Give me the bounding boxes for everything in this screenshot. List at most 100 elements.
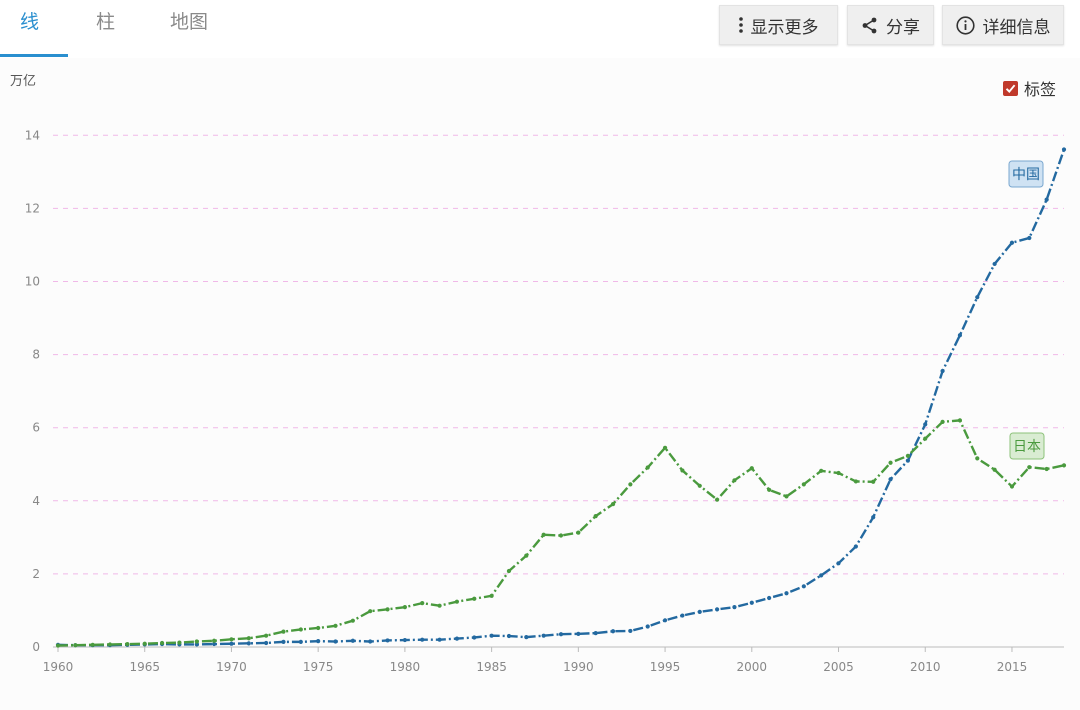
data-point — [1061, 147, 1067, 152]
data-point — [784, 591, 789, 596]
series-tag-box — [1008, 160, 1044, 188]
data-point — [836, 470, 841, 476]
data-point — [593, 514, 598, 519]
data-point — [576, 631, 581, 636]
data-point — [368, 609, 373, 614]
data-point — [905, 458, 910, 463]
data-point — [645, 624, 650, 629]
data-point — [316, 625, 321, 631]
data-point — [662, 618, 668, 623]
data-point — [888, 460, 893, 465]
data-point — [923, 436, 928, 441]
data-point — [767, 595, 772, 601]
data-point — [298, 639, 303, 644]
data-point — [888, 477, 893, 482]
y-tick-label: 6 — [32, 421, 40, 435]
data-point — [749, 600, 754, 605]
y-tick-label: 10 — [25, 274, 40, 288]
data-point — [784, 494, 789, 499]
data-point — [836, 561, 841, 566]
data-point — [385, 638, 390, 643]
x-tick-label: 1995 — [650, 660, 681, 674]
data-point — [281, 629, 286, 634]
data-point — [610, 501, 616, 507]
info-icon — [955, 15, 975, 35]
data-point — [368, 639, 373, 644]
x-tick-label: 1975 — [303, 660, 334, 674]
labels-checkbox[interactable] — [1002, 80, 1018, 96]
tab-line[interactable]: 线 — [20, 11, 40, 33]
data-point — [923, 422, 928, 427]
data-point — [541, 633, 546, 638]
data-point — [593, 631, 598, 636]
share-button[interactable]: 分享 — [847, 5, 934, 45]
data-point — [1009, 240, 1015, 245]
details-button[interactable]: 详细信息 — [942, 5, 1064, 45]
x-tick-label: 1960 — [43, 660, 74, 674]
data-point — [159, 640, 165, 646]
x-tick-label: 2000 — [737, 660, 768, 674]
data-point — [472, 596, 477, 601]
data-point — [55, 643, 61, 648]
data-point — [680, 468, 685, 473]
y-tick-label: 14 — [25, 128, 40, 142]
x-tick-label: 1970 — [216, 660, 247, 674]
data-point — [73, 643, 78, 648]
y-tick-label: 12 — [25, 201, 40, 215]
tab-map[interactable]: 地图 — [170, 11, 209, 33]
data-point — [333, 639, 338, 644]
data-point — [229, 641, 234, 646]
data-point — [801, 482, 806, 487]
y-tick-label: 8 — [32, 348, 40, 362]
share-label: 分享 — [886, 17, 920, 38]
data-point — [454, 636, 460, 641]
data-point — [281, 639, 286, 644]
data-point — [558, 632, 564, 637]
x-tick-label: 1980 — [390, 660, 421, 674]
data-point — [333, 623, 338, 628]
data-point — [489, 593, 494, 598]
data-point — [957, 333, 963, 338]
x-tick-label: 2010 — [910, 660, 941, 674]
top-bar: 线 柱 地图 显示更多 分享 详细信息 — [0, 0, 1080, 59]
data-point — [1061, 463, 1067, 468]
data-point — [420, 601, 425, 606]
data-point — [992, 261, 997, 267]
x-tick-label: 2005 — [823, 660, 854, 674]
data-point — [524, 553, 529, 558]
data-point — [819, 573, 824, 578]
tab-bar[interactable]: 柱 — [96, 11, 116, 33]
data-point — [1027, 465, 1032, 470]
data-point — [940, 419, 945, 424]
labels-toggle[interactable]: 标签 — [1002, 76, 1056, 100]
data-point — [420, 637, 425, 642]
data-point — [1027, 235, 1032, 241]
data-point — [541, 532, 546, 537]
data-point — [819, 468, 824, 473]
show-more-button[interactable]: 显示更多 — [719, 5, 838, 45]
series-line-china — [57, 149, 1066, 647]
active-tab-indicator — [0, 54, 68, 57]
x-tick-label: 1990 — [563, 660, 594, 674]
data-point — [1044, 466, 1049, 472]
data-point — [853, 544, 858, 549]
data-point — [732, 605, 737, 610]
data-point — [715, 607, 720, 612]
data-point — [194, 642, 199, 647]
data-point — [350, 638, 355, 643]
data-point — [628, 482, 633, 487]
data-point — [506, 568, 512, 574]
x-tick-label: 1965 — [129, 660, 160, 674]
more-vertical-icon — [738, 17, 743, 33]
data-point — [194, 639, 199, 644]
data-point — [940, 368, 945, 374]
data-point — [680, 613, 685, 618]
data-point — [107, 642, 113, 647]
data-point — [645, 465, 650, 470]
data-point — [316, 639, 321, 644]
data-point — [697, 609, 702, 615]
chart-area — [0, 58, 1080, 710]
y-tick-label: 2 — [32, 567, 40, 581]
data-point — [749, 466, 754, 471]
